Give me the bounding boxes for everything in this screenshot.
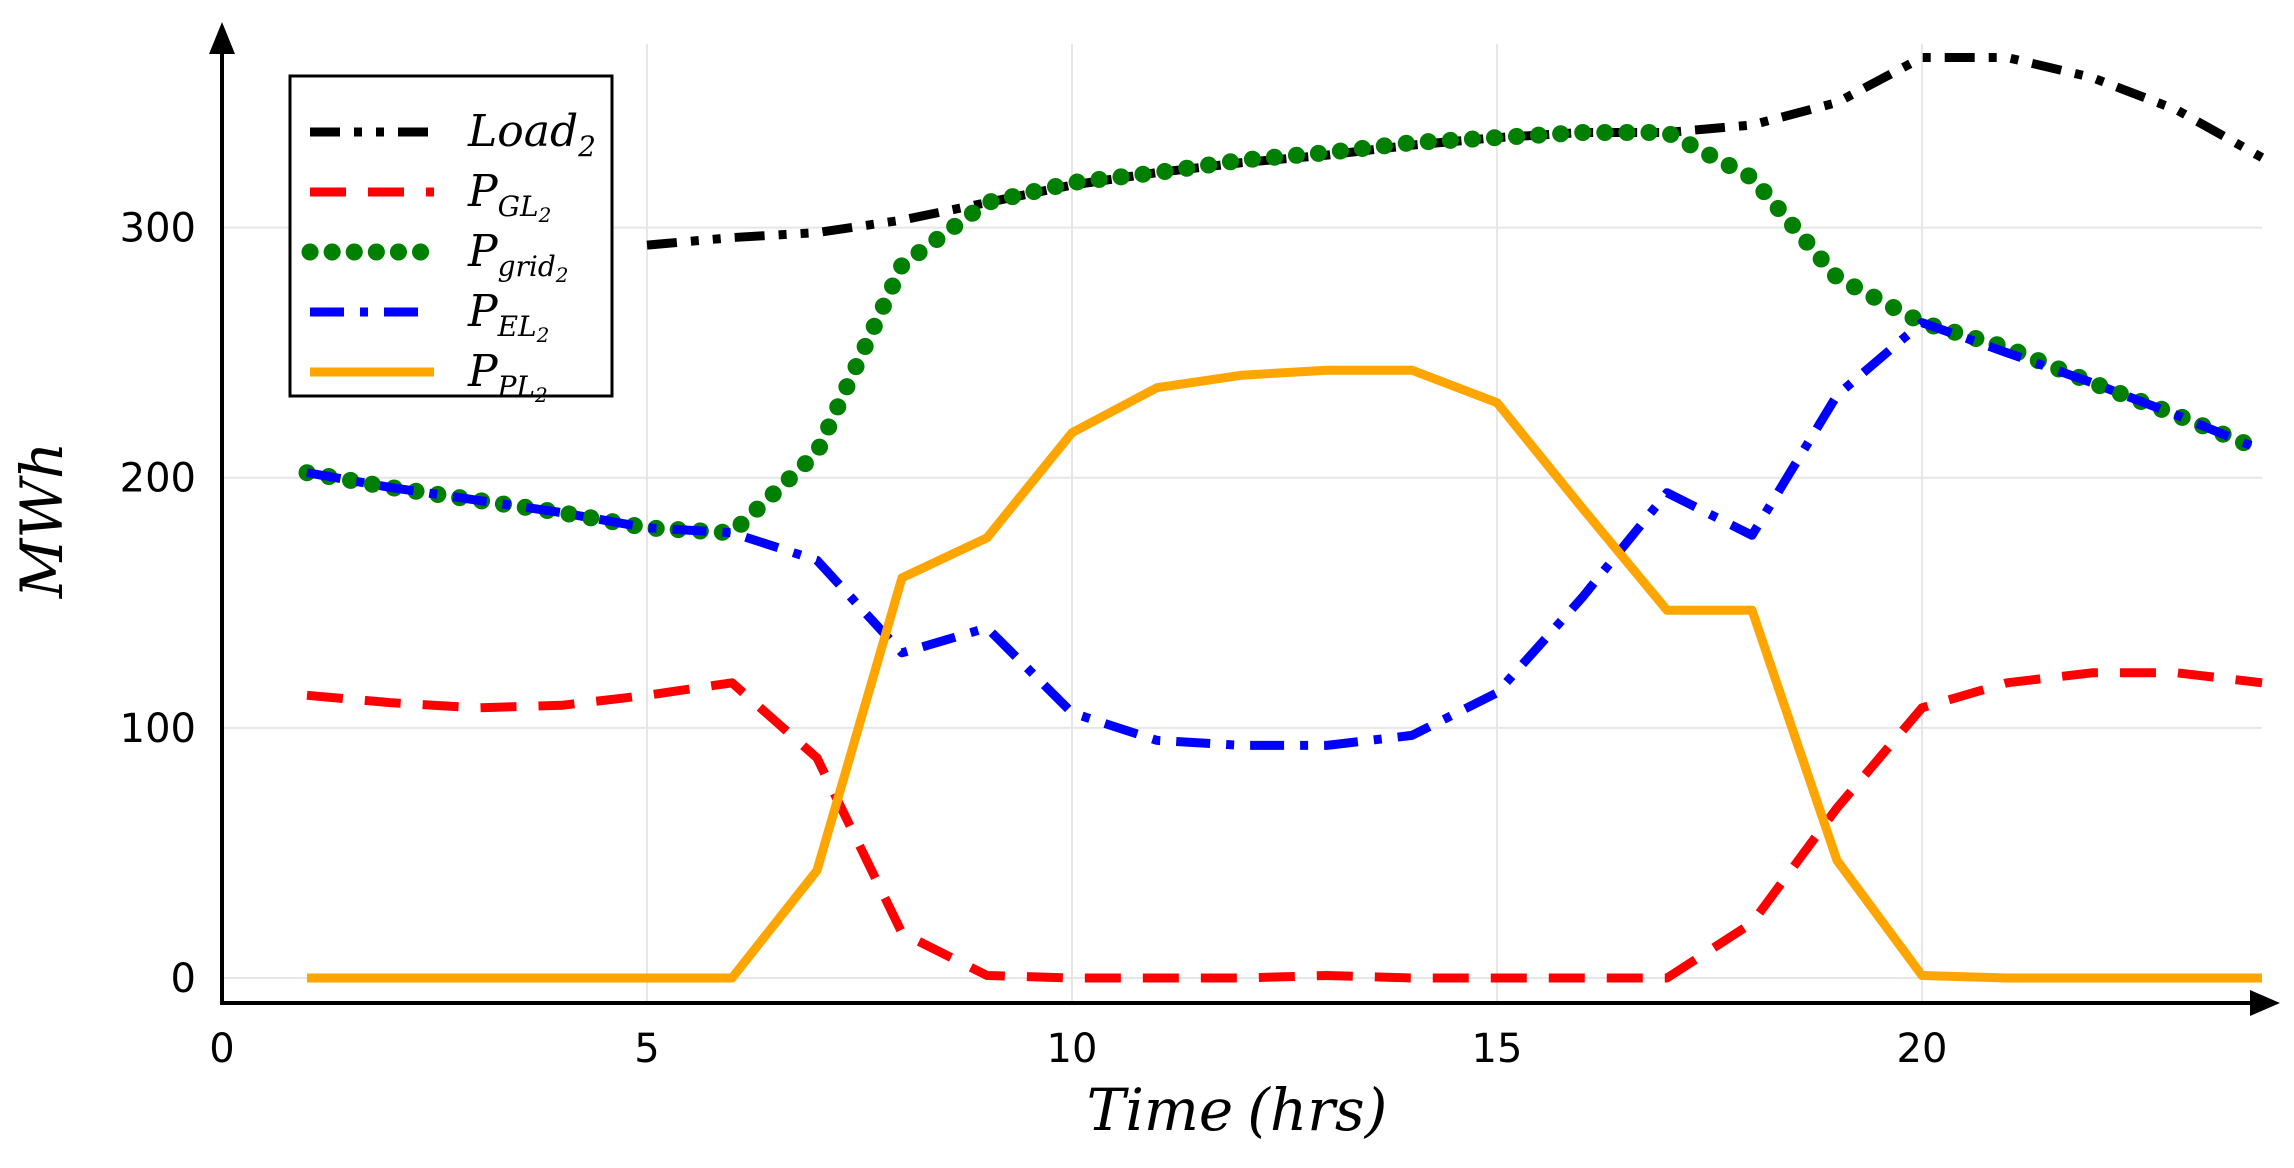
y-axis-arrow-icon — [209, 22, 235, 54]
x-tick-label: 15 — [1472, 1026, 1523, 1072]
series-line-p-el2 — [306, 318, 2264, 750]
x-tick-label: 10 — [1047, 1026, 1098, 1072]
legend-entry-label: Load2 — [467, 106, 596, 163]
series-line-load-2 — [646, 53, 2265, 250]
legend-base: P — [467, 286, 499, 337]
y-tick-label: 300 — [120, 206, 196, 252]
x-tick-label: 0 — [209, 1026, 234, 1072]
axes — [209, 22, 2280, 1016]
legend-base: P — [467, 226, 499, 277]
y-tick-label: 0 — [171, 956, 196, 1002]
series-line-p-pl2 — [307, 365, 2262, 983]
series-line-p-gl2 — [306, 668, 2263, 983]
legend-base: P — [467, 346, 499, 397]
legend-sub: grid — [498, 250, 556, 283]
legend-sub: EL — [497, 310, 537, 343]
legend-subsub: 2 — [555, 263, 569, 287]
y-tick-label: 100 — [120, 706, 196, 752]
legend-sub: GL — [498, 190, 539, 223]
legend-entry-label: Pgrid2 — [467, 226, 569, 287]
x-tick-label: 20 — [1897, 1026, 1948, 1072]
y-axis-title: MWh — [8, 442, 76, 599]
legend-entry-label: PGL2 — [467, 166, 551, 227]
x-axis-title: Time (hrs) — [1087, 1076, 1388, 1144]
legend-subsub: 2 — [534, 383, 548, 407]
x-axis-arrow-icon — [2250, 990, 2280, 1016]
legend-entry-label: PPL2 — [467, 346, 548, 407]
legend-box — [288, 74, 614, 398]
legend-subsub: 2 — [538, 203, 552, 227]
series-lines — [298, 53, 2271, 983]
legend-entry-label: PEL2 — [467, 286, 549, 347]
legend-sub: 2 — [577, 130, 596, 163]
y-tick-label: 200 — [120, 456, 196, 502]
legend-sub: PL — [497, 370, 535, 403]
legend-base: P — [467, 166, 499, 217]
legend-base: Load — [467, 106, 578, 157]
x-tick-label: 5 — [634, 1026, 659, 1072]
legend-subsub: 2 — [536, 323, 550, 347]
